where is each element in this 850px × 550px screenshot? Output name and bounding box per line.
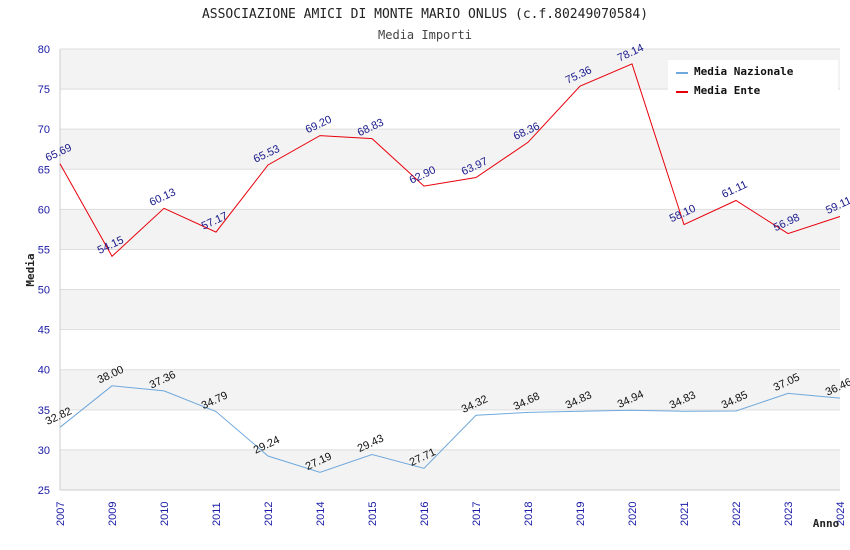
y-tick-label: 80 <box>38 44 50 56</box>
chart-subtitle: Media Importi <box>378 28 472 42</box>
legend-label: Media Ente <box>694 84 761 97</box>
grid-band <box>60 289 840 330</box>
x-axis-label: Anno <box>813 517 840 530</box>
x-tick-label: 2016 <box>419 502 431 526</box>
grid-band <box>60 129 840 170</box>
x-tick-label: 2020 <box>627 502 639 526</box>
series-line-media-ente <box>59 63 841 258</box>
y-tick-label: 30 <box>38 445 50 457</box>
x-tick-label: 2023 <box>783 502 795 526</box>
x-tick-label: 2022 <box>731 502 743 526</box>
grid-band <box>60 209 840 250</box>
x-tick-label: 2015 <box>367 502 379 526</box>
x-tick-label: 2011 <box>211 502 223 526</box>
x-tick-label: 2024 <box>835 502 847 526</box>
x-tick-label: 2017 <box>471 502 483 526</box>
x-tick-label: 2019 <box>575 502 587 526</box>
y-tick-label: 35 <box>38 405 50 417</box>
legend: Media Nazionale Media Ente <box>668 60 838 102</box>
y-tick-label: 50 <box>38 285 50 297</box>
x-tick-label: 2009 <box>107 502 119 526</box>
data-label: 61.11 <box>720 179 749 201</box>
y-tick-label: 60 <box>38 204 50 216</box>
y-axis-label: Media <box>24 253 37 286</box>
y-tick-label: 40 <box>38 365 50 377</box>
x-tick-label: 2010 <box>159 502 171 526</box>
y-tick-label: 75 <box>38 84 50 96</box>
grid-band <box>60 369 840 410</box>
legend-label: Media Nazionale <box>694 65 794 78</box>
x-axis-ticks: 2007 2009 2010 2011 2012 2014 2015 2016 2017 2018… <box>55 502 847 526</box>
plot-background <box>59 48 840 491</box>
x-tick-label: 2014 <box>315 502 327 526</box>
x-tick-label: 2012 <box>263 502 275 526</box>
y-tick-label: 25 <box>38 485 50 497</box>
x-tick-label: 2018 <box>523 502 535 526</box>
chart-title: ASSOCIAZIONE AMICI DI MONTE MARIO ONLUS … <box>202 7 648 22</box>
data-label: 60.13 <box>148 186 178 209</box>
x-tick-label: 2021 <box>679 502 691 526</box>
x-tick-label: 2007 <box>55 502 67 526</box>
grid-band <box>60 449 840 490</box>
series-line-media-nazionale <box>59 385 841 473</box>
series-layer <box>59 63 841 473</box>
y-tick-label: 45 <box>38 325 50 337</box>
y-tick-label: 55 <box>38 244 50 256</box>
y-tick-label: 65 <box>38 164 50 176</box>
legend-box <box>668 60 838 102</box>
y-axis-ticks: 25 30 35 40 45 50 55 60 65 70 75 80 <box>38 44 50 497</box>
y-tick-label: 70 <box>38 124 50 136</box>
